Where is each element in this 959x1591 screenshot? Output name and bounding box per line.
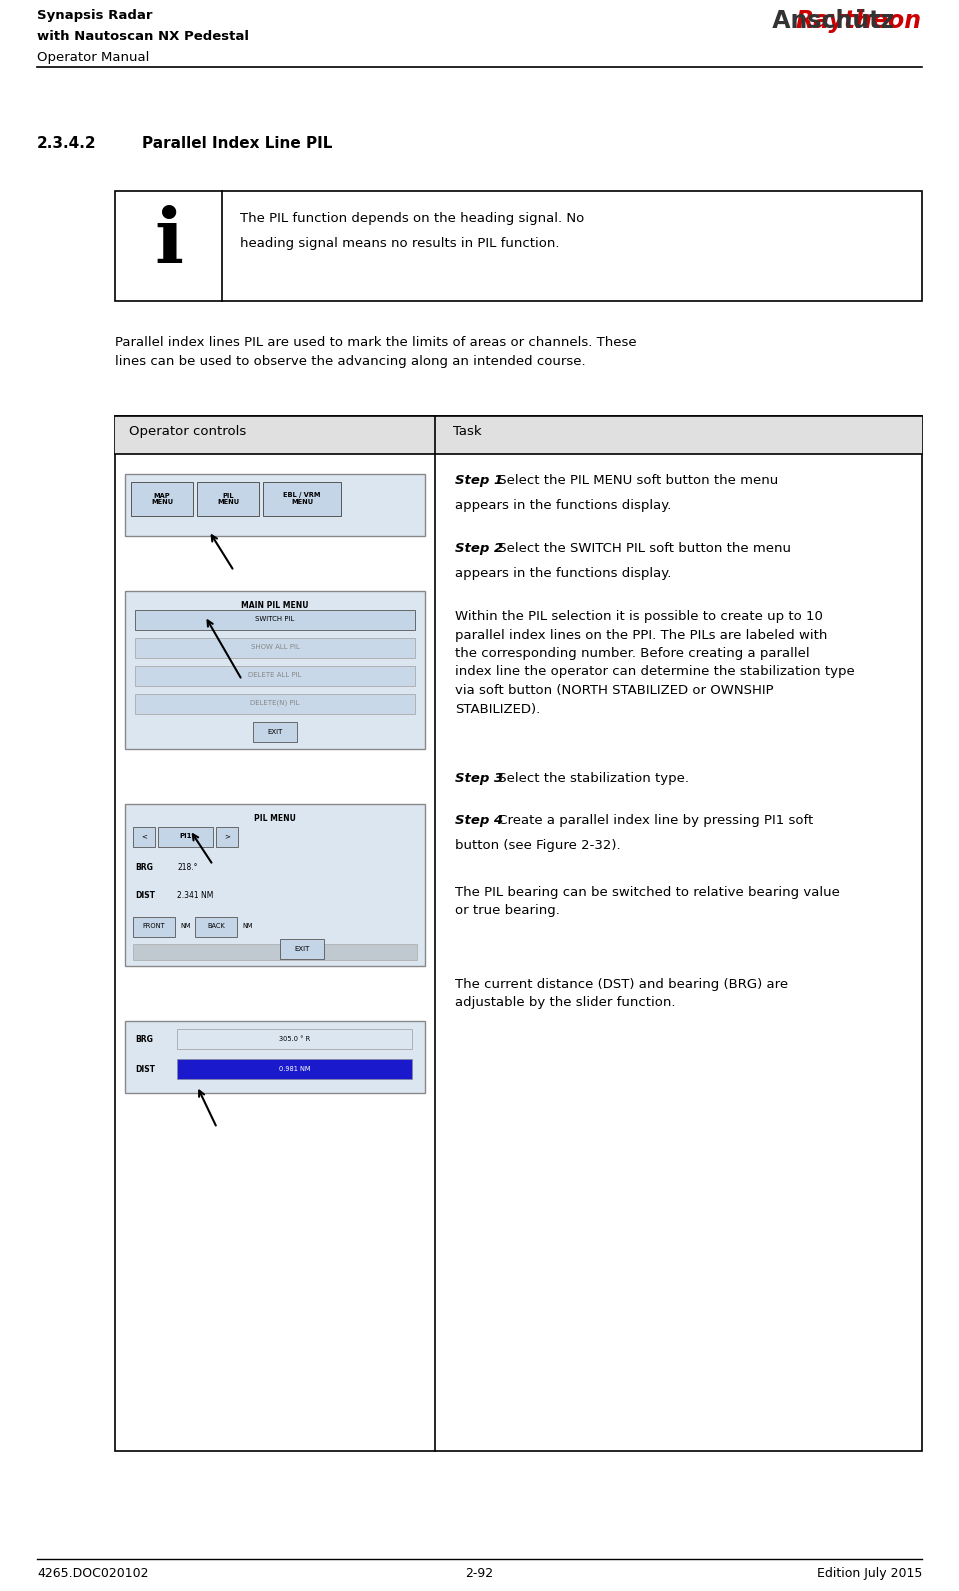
Bar — [135, 638, 415, 659]
Bar — [280, 939, 324, 959]
Text: MAP
MENU: MAP MENU — [151, 493, 173, 506]
Text: Within the PIL selection it is possible to create up to 10
parallel index lines : Within the PIL selection it is possible … — [455, 609, 854, 716]
Bar — [135, 609, 415, 630]
Bar — [135, 667, 415, 686]
Text: Parallel index lines PIL are used to mark the limits of areas or channels. These: Parallel index lines PIL are used to mar… — [115, 336, 637, 369]
Text: PIL MENU: PIL MENU — [254, 815, 296, 823]
Text: SWITCH PIL: SWITCH PIL — [255, 616, 294, 622]
Text: appears in the functions display.: appears in the functions display. — [455, 566, 671, 581]
Bar — [125, 1021, 425, 1093]
Text: 2.3.4.2: 2.3.4.2 — [37, 135, 97, 151]
Text: Select the stabilization type.: Select the stabilization type. — [494, 772, 689, 784]
Text: Step 1: Step 1 — [455, 474, 503, 487]
Bar — [177, 1029, 412, 1048]
Text: 218.°: 218.° — [177, 862, 198, 872]
Text: with Nautoscan NX Pedestal: with Nautoscan NX Pedestal — [37, 30, 249, 43]
Text: heading signal means no results in PIL function.: heading signal means no results in PIL f… — [240, 237, 559, 250]
Text: Task: Task — [453, 425, 481, 438]
Text: EBL / VRM
MENU: EBL / VRM MENU — [283, 493, 320, 506]
Text: 2.341 NM: 2.341 NM — [177, 891, 213, 899]
Text: Step 3: Step 3 — [455, 772, 503, 784]
Text: i: i — [154, 205, 183, 278]
Text: 4265.DOC020102: 4265.DOC020102 — [37, 1567, 149, 1580]
Text: MAIN PIL MENU: MAIN PIL MENU — [242, 601, 309, 609]
Text: Parallel Index Line PIL: Parallel Index Line PIL — [142, 135, 333, 151]
Text: Raytheon: Raytheon — [796, 10, 922, 33]
Bar — [197, 482, 259, 515]
Bar — [133, 916, 175, 937]
Text: Create a parallel index line by pressing PI1 soft: Create a parallel index line by pressing… — [494, 815, 813, 827]
Text: 2-92: 2-92 — [465, 1567, 494, 1580]
Text: DELETE ALL PIL: DELETE ALL PIL — [248, 671, 302, 678]
Text: BRG: BRG — [135, 1034, 152, 1044]
Text: FRONT: FRONT — [143, 923, 165, 929]
Bar — [177, 1060, 412, 1079]
Text: DELETE(N) PIL: DELETE(N) PIL — [250, 700, 300, 706]
Bar — [125, 474, 425, 536]
Text: PIL
MENU: PIL MENU — [217, 493, 239, 506]
Text: 305.0 ° R: 305.0 ° R — [279, 1036, 310, 1042]
Text: Anschütz: Anschütz — [764, 10, 894, 33]
Bar — [253, 722, 297, 741]
Text: The PIL bearing can be switched to relative bearing value
or true bearing.: The PIL bearing can be switched to relat… — [455, 886, 840, 918]
Text: BACK: BACK — [207, 923, 224, 929]
Text: EXIT: EXIT — [294, 947, 310, 951]
Text: Operator Manual: Operator Manual — [37, 51, 150, 64]
Bar — [133, 827, 155, 846]
Text: DIST: DIST — [135, 1064, 155, 1074]
Text: appears in the functions display.: appears in the functions display. — [455, 500, 671, 512]
Bar — [115, 415, 922, 1451]
Bar — [133, 943, 417, 959]
Bar — [131, 482, 193, 515]
Bar — [216, 827, 238, 846]
Text: Operator controls: Operator controls — [129, 425, 246, 438]
Text: EXIT: EXIT — [268, 729, 283, 735]
Text: Edition July 2015: Edition July 2015 — [817, 1567, 922, 1580]
Text: The current distance (DST) and bearing (BRG) are
adjustable by the slider functi: The current distance (DST) and bearing (… — [455, 978, 788, 1010]
Text: PI1: PI1 — [179, 834, 192, 838]
Text: 0.981 NM: 0.981 NM — [279, 1066, 311, 1072]
Text: Select the PIL MENU soft button the menu: Select the PIL MENU soft button the menu — [494, 474, 778, 487]
Text: Synapsis Radar: Synapsis Radar — [37, 10, 152, 22]
Bar — [125, 803, 425, 966]
Text: SHOW ALL PIL: SHOW ALL PIL — [250, 644, 299, 651]
Text: NM: NM — [242, 923, 252, 929]
Text: >: > — [224, 834, 230, 838]
Bar — [195, 916, 237, 937]
Bar — [135, 694, 415, 714]
Text: <: < — [141, 834, 147, 838]
Text: button (see Figure 2-32).: button (see Figure 2-32). — [455, 838, 620, 853]
Text: NM: NM — [180, 923, 191, 929]
Bar — [115, 415, 922, 453]
Bar — [125, 590, 425, 749]
Text: DIST: DIST — [135, 891, 155, 899]
Text: Step 4: Step 4 — [455, 815, 503, 827]
Text: Step 2: Step 2 — [455, 543, 503, 555]
Bar — [158, 827, 213, 846]
Text: Select the SWITCH PIL soft button the menu: Select the SWITCH PIL soft button the me… — [494, 543, 791, 555]
Text: The PIL function depends on the heading signal. No: The PIL function depends on the heading … — [240, 212, 584, 224]
Text: BRG: BRG — [135, 862, 152, 872]
Bar — [115, 191, 922, 301]
Bar — [263, 482, 341, 515]
